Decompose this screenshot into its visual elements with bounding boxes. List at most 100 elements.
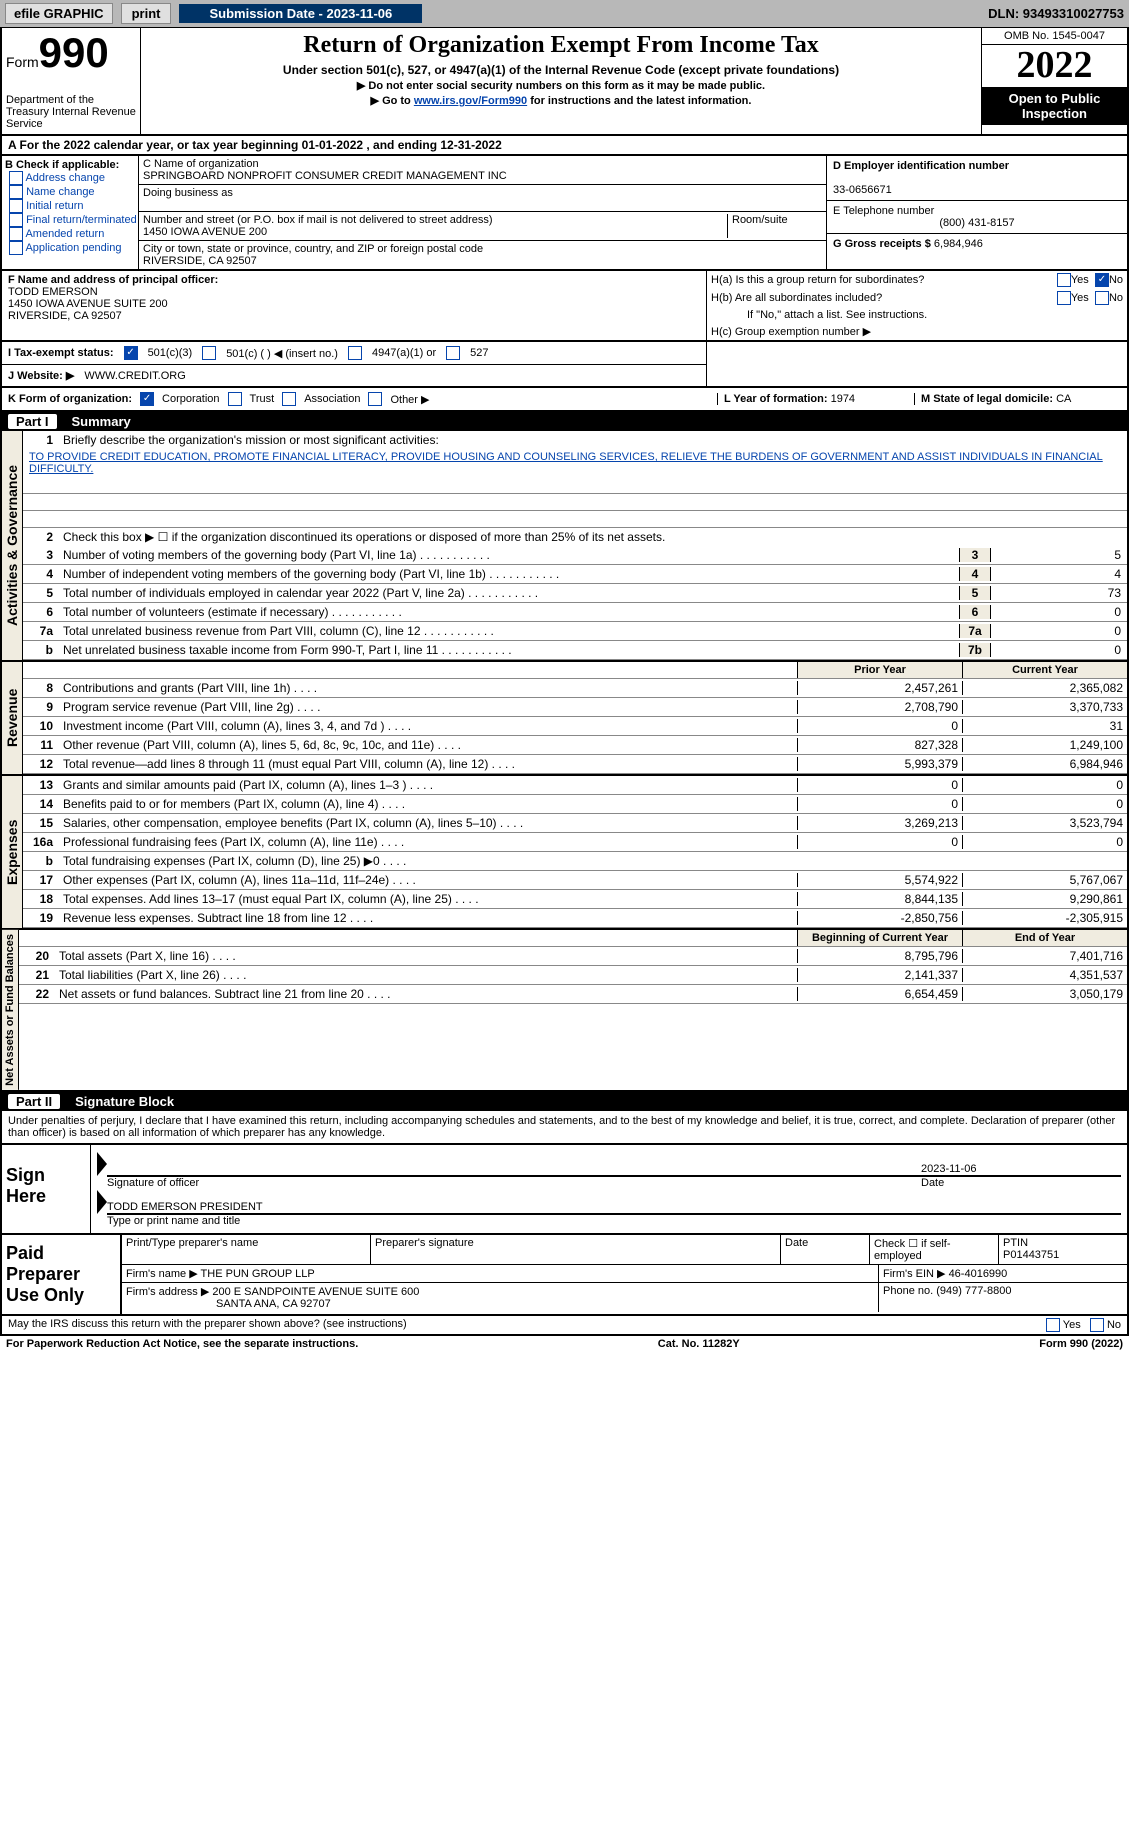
cb-4947[interactable] bbox=[348, 346, 362, 360]
officer-group-row: F Name and address of principal officer:… bbox=[0, 271, 1129, 342]
discuss-yes[interactable] bbox=[1046, 1318, 1060, 1332]
dba-cell: Doing business as bbox=[139, 185, 826, 212]
net-content: Beginning of Current Year End of Year 20… bbox=[19, 930, 1127, 1090]
dba-label: Doing business as bbox=[143, 187, 822, 199]
city-label: City or town, state or province, country… bbox=[143, 243, 822, 255]
discuss-text: May the IRS discuss this return with the… bbox=[8, 1318, 1046, 1332]
blank-3 bbox=[23, 511, 1127, 528]
expenses-block: Expenses 13Grants and similar amounts pa… bbox=[0, 776, 1129, 930]
ha-no[interactable]: ✓ bbox=[1095, 273, 1109, 287]
instruction-1: ▶ Do not enter social security numbers o… bbox=[145, 79, 977, 92]
main-header: Form990 Department of the Treasury Inter… bbox=[0, 27, 1129, 136]
h-c: H(c) Group exemption number ▶ bbox=[707, 323, 1127, 340]
cb-pending[interactable]: Application pending bbox=[9, 241, 135, 255]
cb-name[interactable]: Name change bbox=[9, 185, 135, 199]
phone: (800) 431-8157 bbox=[833, 217, 1121, 229]
tax-label: I Tax-exempt status: bbox=[8, 347, 114, 359]
main-title: Return of Organization Exempt From Incom… bbox=[145, 32, 977, 59]
officer-addr: 1450 IOWA AVENUE SUITE 200 bbox=[8, 298, 168, 310]
cb-501c[interactable] bbox=[202, 346, 216, 360]
cb-other[interactable] bbox=[368, 392, 382, 406]
summary-line: 13Grants and similar amounts paid (Part … bbox=[23, 776, 1127, 795]
line-1-text: Briefly describe the organization's miss… bbox=[59, 432, 1127, 448]
firm-phone: Phone no. (949) 777-8800 bbox=[879, 1283, 1127, 1312]
prep-name-label: Print/Type preparer's name bbox=[122, 1235, 371, 1264]
mission-text: TO PROVIDE CREDIT EDUCATION, PROMOTE FIN… bbox=[23, 449, 1127, 477]
arrow-icon-2 bbox=[97, 1190, 107, 1214]
part1-title: Summary bbox=[72, 414, 131, 429]
firm-name: Firm's name ▶ THE PUN GROUP LLP bbox=[122, 1265, 879, 1282]
date-label: Date bbox=[921, 1177, 1121, 1189]
tax-year: 2022 bbox=[982, 45, 1127, 87]
preparer-block: Paid Preparer Use Only Print/Type prepar… bbox=[0, 1235, 1129, 1316]
line-2-text: Check this box ▶ ☐ if the organization d… bbox=[59, 529, 1127, 545]
blank-1 bbox=[23, 477, 1127, 494]
summary-line: 6Total number of volunteers (estimate if… bbox=[23, 603, 1127, 622]
org-city: RIVERSIDE, CA 92507 bbox=[143, 255, 822, 267]
top-bar: efile GRAPHIC print Submission Date - 20… bbox=[0, 0, 1129, 27]
vtext-exp: Expenses bbox=[2, 776, 23, 928]
inst2-pre: ▶ Go to bbox=[371, 95, 414, 107]
part1-label: Part I bbox=[8, 414, 57, 429]
summary-line: 3Number of voting members of the governi… bbox=[23, 546, 1127, 565]
name-label: C Name of organization bbox=[143, 158, 822, 170]
sig-line-1: 2023-11-06 bbox=[107, 1151, 1121, 1177]
cb-501c3[interactable]: ✓ bbox=[124, 346, 138, 360]
vtext-net: Net Assets or Fund Balances bbox=[2, 930, 19, 1090]
preparer-label: Paid Preparer Use Only bbox=[2, 1235, 122, 1314]
sig-officer-label: Signature of officer bbox=[107, 1177, 921, 1189]
blank-2 bbox=[23, 494, 1127, 511]
cb-final[interactable]: Final return/terminated bbox=[9, 213, 135, 227]
dept-text: Department of the Treasury Internal Reve… bbox=[6, 94, 136, 130]
omb-number: OMB No. 1545-0047 bbox=[982, 28, 1127, 45]
hb-yes[interactable] bbox=[1057, 291, 1071, 305]
preparer-grid: Print/Type preparer's name Preparer's si… bbox=[122, 1235, 1127, 1314]
cb-address[interactable]: Address change bbox=[9, 171, 135, 185]
top-bar-left: efile GRAPHIC print Submission Date - 20… bbox=[5, 3, 422, 24]
summary-line: 7aTotal unrelated business revenue from … bbox=[23, 622, 1127, 641]
gross-amount: 6,984,946 bbox=[934, 238, 983, 250]
cb-amended[interactable]: Amended return bbox=[9, 227, 135, 241]
irs-link[interactable]: www.irs.gov/Form990 bbox=[414, 95, 527, 107]
paperwork-notice: For Paperwork Reduction Act Notice, see … bbox=[6, 1338, 358, 1350]
room-label: Room/suite bbox=[727, 214, 822, 238]
print-button[interactable]: print bbox=[121, 3, 172, 24]
subtitle: Under section 501(c), 527, or 4947(a)(1)… bbox=[145, 63, 977, 77]
section-i: I Tax-exempt status: ✓ 501(c)(3) 501(c) … bbox=[2, 342, 706, 365]
ein-label: D Employer identification number bbox=[833, 160, 1009, 172]
website-url: WWW.CREDIT.ORG bbox=[84, 370, 185, 382]
efile-button[interactable]: efile GRAPHIC bbox=[5, 3, 113, 24]
discuss-no[interactable] bbox=[1090, 1318, 1104, 1332]
sign-content: 2023-11-06 Signature of officer Date TOD… bbox=[91, 1145, 1127, 1233]
instruction-2: ▶ Go to www.irs.gov/Form990 for instruct… bbox=[145, 94, 977, 107]
summary-line: 4Number of independent voting members of… bbox=[23, 565, 1127, 584]
cb-corp[interactable]: ✓ bbox=[140, 392, 154, 406]
prep-sig-label: Preparer's signature bbox=[371, 1235, 781, 1264]
summary-line: 19Revenue less expenses. Subtract line 1… bbox=[23, 909, 1127, 928]
cb-initial[interactable]: Initial return bbox=[9, 199, 135, 213]
h-b: H(b) Are all subordinates included? Yes … bbox=[707, 289, 1127, 307]
h-b-note: If "No," attach a list. See instructions… bbox=[707, 307, 1127, 323]
ha-yes[interactable] bbox=[1057, 273, 1071, 287]
rev-header: Prior Year Current Year bbox=[23, 662, 1127, 679]
part2-label: Part II bbox=[8, 1094, 60, 1109]
sig-line-2: TODD EMERSON PRESIDENT bbox=[107, 1189, 1121, 1215]
summary-line: 15Salaries, other compensation, employee… bbox=[23, 814, 1127, 833]
officer-printed: TODD EMERSON PRESIDENT bbox=[107, 1201, 263, 1213]
summary-line: 18Total expenses. Add lines 13–17 (must … bbox=[23, 890, 1127, 909]
prep-date-label: Date bbox=[781, 1235, 870, 1264]
cb-527[interactable] bbox=[446, 346, 460, 360]
form-prefix: Form bbox=[6, 54, 39, 70]
section-f: F Name and address of principal officer:… bbox=[2, 271, 707, 340]
netassets-block: Net Assets or Fund Balances Beginning of… bbox=[0, 930, 1129, 1092]
cb-assoc[interactable] bbox=[282, 392, 296, 406]
hb-no[interactable] bbox=[1095, 291, 1109, 305]
officer-name: TODD EMERSON bbox=[8, 286, 98, 298]
cb-trust[interactable] bbox=[228, 392, 242, 406]
summary-line: 22Net assets or fund balances. Subtract … bbox=[19, 985, 1127, 1004]
part2-header: Part II Signature Block bbox=[0, 1092, 1129, 1111]
summary-line: 16aProfessional fundraising fees (Part I… bbox=[23, 833, 1127, 852]
summary-line: 5Total number of individuals employed in… bbox=[23, 584, 1127, 603]
col-prior: Prior Year bbox=[797, 662, 962, 678]
calendar-year: A For the 2022 calendar year, or tax yea… bbox=[0, 136, 1129, 156]
